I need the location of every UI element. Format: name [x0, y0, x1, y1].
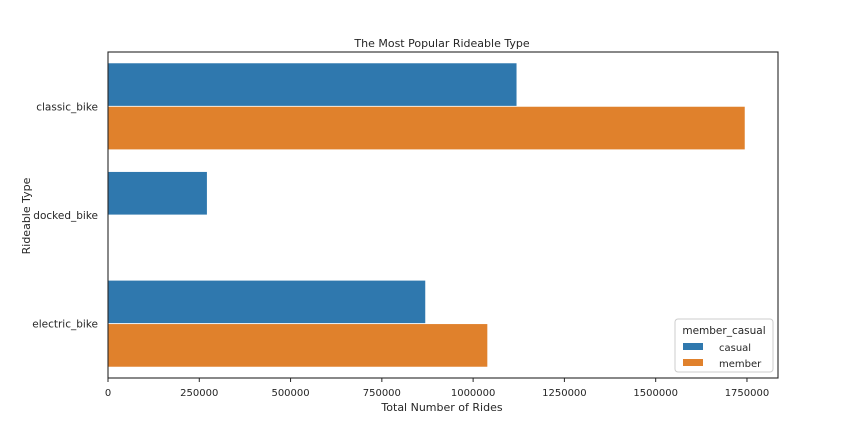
plot-frame	[107, 51, 779, 379]
bar-docked_bike-casual	[107, 171, 208, 216]
bar-electric_bike-casual	[107, 279, 427, 325]
legend-label-casual: casual	[719, 343, 751, 354]
y-axis-label: Rideable Type	[20, 177, 33, 254]
x-tick-label: 1000000	[451, 388, 496, 399]
bars-layer	[107, 62, 746, 368]
x-axis-label: Total Number of Rides	[380, 401, 502, 414]
x-tick-label: 1250000	[542, 388, 587, 399]
bar-electric_bike-member	[107, 323, 489, 368]
x-tick-label: 0	[105, 388, 111, 399]
x-ticks-layer: 0 250000 500000 750000 1000000 1250000 1500000…	[105, 378, 769, 399]
y-tick-label: docked_bike	[33, 210, 98, 222]
y-ticks-layer: classic_bike docked_bike electric_bike	[32, 101, 98, 330]
y-tick-label: electric_bike	[32, 319, 98, 331]
x-tick-label: 750000	[363, 388, 401, 399]
legend-title: member_casual	[682, 325, 765, 337]
legend-swatch-member	[683, 359, 703, 366]
y-tick-label: classic_bike	[36, 101, 98, 113]
x-tick-label: 1750000	[725, 388, 770, 399]
legend-swatch-casual	[683, 343, 703, 350]
bar-classic_bike-member	[107, 105, 746, 151]
x-tick-label: 500000	[271, 388, 309, 399]
bar-classic_bike-casual	[107, 62, 518, 107]
x-tick-label: 250000	[180, 388, 218, 399]
legend-label-member: member	[719, 359, 762, 370]
legend-box	[674, 318, 774, 373]
chart-title: The Most Popular Rideable Type	[353, 37, 529, 50]
x-tick-label: 1500000	[633, 388, 678, 399]
